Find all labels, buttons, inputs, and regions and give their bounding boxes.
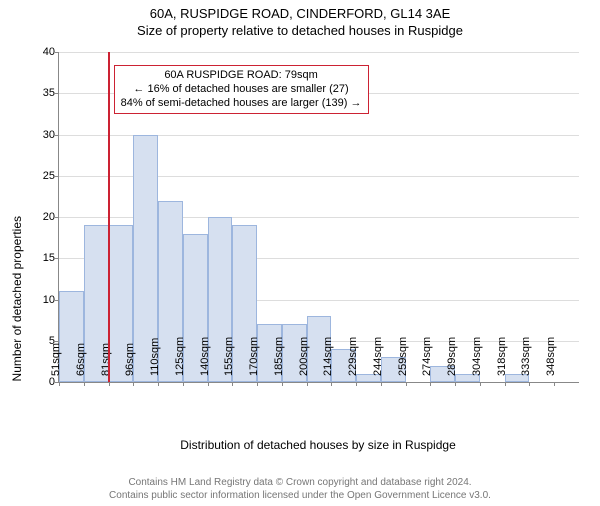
x-tick-label: 304sqm xyxy=(471,337,483,382)
x-tick xyxy=(232,382,233,386)
y-tick-label: 35 xyxy=(31,87,59,99)
x-tick xyxy=(282,382,283,386)
x-tick-label: 155sqm xyxy=(223,337,235,382)
x-tick xyxy=(505,382,506,386)
y-tick-label: 15 xyxy=(31,252,59,264)
x-tick xyxy=(257,382,258,386)
x-tick-label: 244sqm xyxy=(372,337,384,382)
y-tick-label: 10 xyxy=(31,294,59,306)
x-tick xyxy=(554,382,555,386)
annotation-box: 60A RUSPIDGE ROAD: 79sqm← 16% of detache… xyxy=(114,65,369,114)
x-tick xyxy=(84,382,85,386)
y-tick-label: 30 xyxy=(31,129,59,141)
page-subtitle: Size of property relative to detached ho… xyxy=(0,23,600,40)
x-tick xyxy=(331,382,332,386)
attribution-text: Contains HM Land Registry data © Crown c… xyxy=(0,477,600,502)
x-tick-label: 96sqm xyxy=(124,343,136,382)
x-tick xyxy=(381,382,382,386)
page-title: 60A, RUSPIDGE ROAD, CINDERFORD, GL14 3AE xyxy=(0,6,600,23)
x-tick-label: 140sqm xyxy=(199,337,211,382)
x-tick-label: 200sqm xyxy=(298,337,310,382)
x-tick-label: 214sqm xyxy=(322,337,334,382)
y-axis-label: Number of detached properties xyxy=(10,216,24,381)
x-tick xyxy=(455,382,456,386)
x-tick-label: 229sqm xyxy=(347,337,359,382)
attribution-line-1: Contains HM Land Registry data © Crown c… xyxy=(128,477,471,488)
x-tick xyxy=(480,382,481,386)
annotation-line: 60A RUSPIDGE ROAD: 79sqm xyxy=(121,69,362,83)
x-tick-label: 170sqm xyxy=(248,337,260,382)
x-tick-label: 51sqm xyxy=(50,343,62,382)
x-tick xyxy=(307,382,308,386)
gridline-h xyxy=(59,52,579,53)
y-tick-label: 25 xyxy=(31,170,59,182)
x-tick xyxy=(208,382,209,386)
x-tick-label: 259sqm xyxy=(397,337,409,382)
x-tick-label: 110sqm xyxy=(149,338,161,382)
x-tick xyxy=(133,382,134,386)
x-tick xyxy=(430,382,431,386)
attribution-line-2: Contains public sector information licen… xyxy=(109,490,491,501)
x-tick xyxy=(183,382,184,386)
x-tick-label: 185sqm xyxy=(273,337,285,382)
x-tick xyxy=(529,382,530,386)
x-tick-label: 274sqm xyxy=(421,337,433,382)
x-tick-label: 333sqm xyxy=(520,337,532,382)
x-tick xyxy=(406,382,407,386)
annotation-line: ← 16% of detached houses are smaller (27… xyxy=(121,83,362,97)
x-axis-label: Distribution of detached houses by size … xyxy=(58,438,578,452)
y-tick-label: 20 xyxy=(31,211,59,223)
chart-plot-area: 051015202530354051sqm66sqm81sqm96sqm110s… xyxy=(58,52,579,383)
x-tick-label: 289sqm xyxy=(446,337,458,382)
x-tick xyxy=(158,382,159,386)
annotation-line: 84% of semi-detached houses are larger (… xyxy=(121,97,362,111)
x-tick-label: 348sqm xyxy=(545,337,557,382)
x-tick xyxy=(109,382,110,386)
y-tick-label: 40 xyxy=(31,46,59,58)
x-tick-label: 66sqm xyxy=(75,343,87,382)
x-tick-label: 318sqm xyxy=(496,337,508,382)
x-tick xyxy=(356,382,357,386)
x-tick-label: 125sqm xyxy=(174,337,186,382)
x-tick xyxy=(59,382,60,386)
reference-line xyxy=(108,52,110,382)
